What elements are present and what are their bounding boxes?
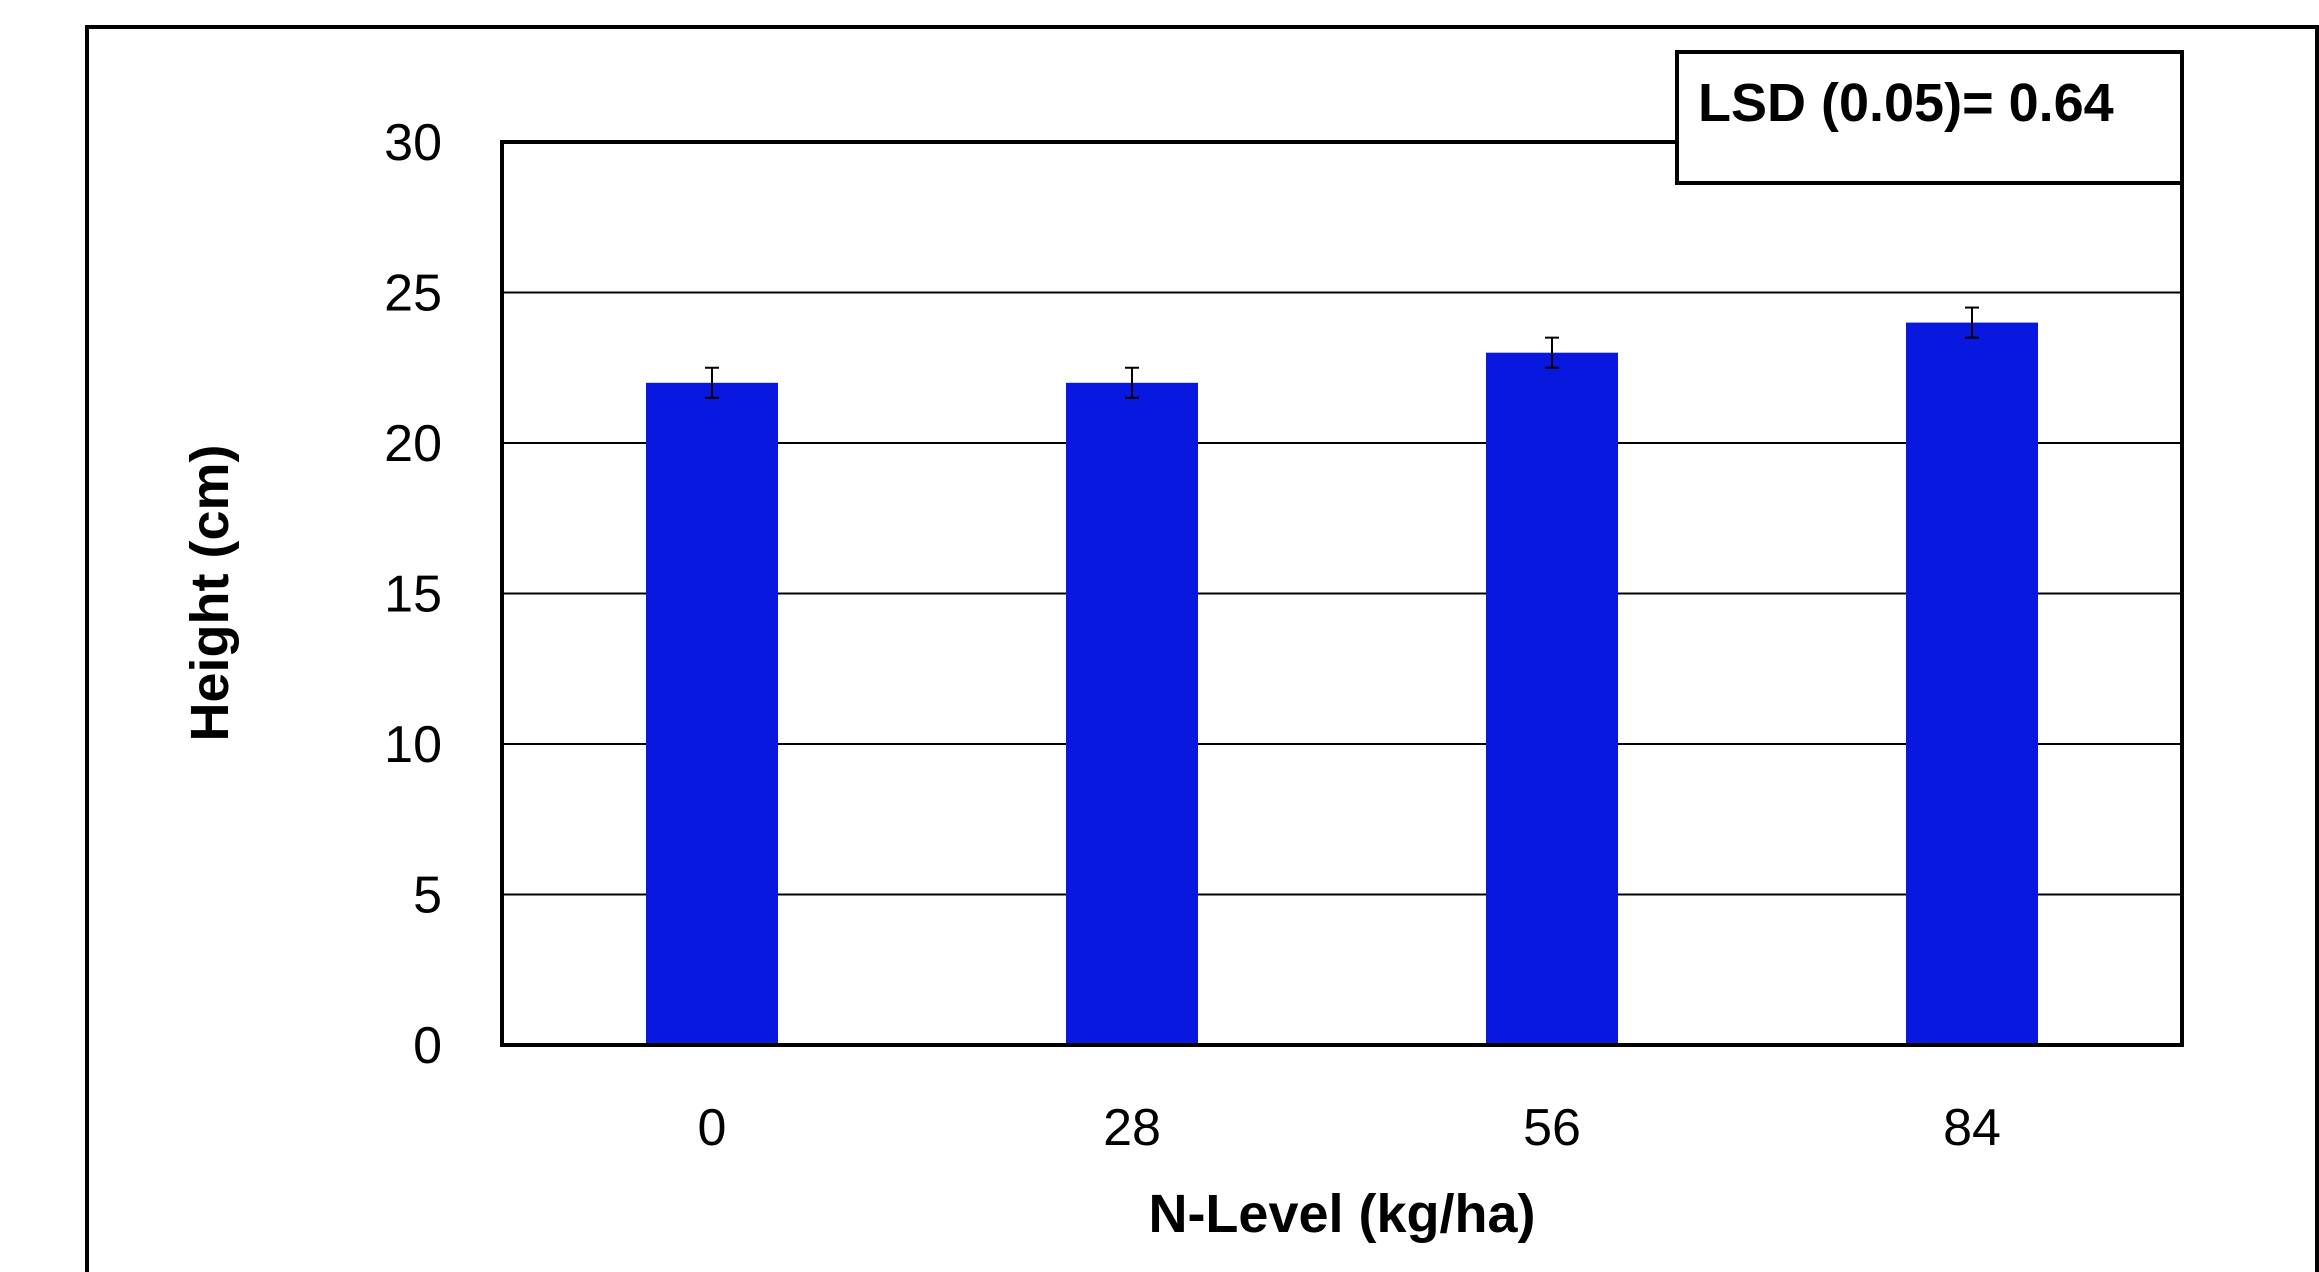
y-tick-label: 15 — [384, 566, 442, 624]
y-tick-label: 5 — [413, 867, 442, 925]
lsd-annotation-box: LSD (0.05)= 0.64 — [1675, 50, 2184, 185]
error-bar-56 — [1545, 336, 1559, 369]
bar-56 — [1486, 352, 1618, 1045]
x-axis-title: N-Level (kg/ha) — [1148, 1184, 1535, 1244]
error-bar-0 — [705, 366, 719, 399]
y-tick-label: 0 — [413, 1017, 442, 1075]
y-tick-label: 20 — [384, 415, 442, 473]
lsd-annotation: LSD (0.05)= 0.64 — [1698, 73, 2114, 133]
bar-28 — [1066, 382, 1198, 1045]
y-tick-label: 10 — [384, 716, 442, 774]
gridlines — [502, 291, 2182, 896]
plot-area-border — [500, 140, 2184, 1047]
error-bars — [705, 306, 1979, 399]
x-axis-ticks: 0 28 56 84 — [698, 1099, 2001, 1157]
y-axis-title: Height (cm) — [180, 445, 240, 742]
x-tick-label: 0 — [698, 1099, 727, 1157]
x-tick-label: 56 — [1523, 1099, 1581, 1157]
annotation-border — [1675, 50, 2184, 185]
error-bar-28 — [1125, 366, 1139, 399]
bar-84 — [1906, 322, 2038, 1046]
bar-0 — [646, 382, 778, 1045]
bars — [646, 322, 2038, 1046]
y-axis-ticks: 0 5 10 15 20 25 30 — [384, 114, 442, 1075]
chart-frame — [85, 25, 2319, 1272]
x-tick-label: 84 — [1943, 1099, 2001, 1157]
x-tick-label: 28 — [1103, 1099, 1161, 1157]
y-tick-label: 25 — [384, 265, 442, 323]
y-tick-label: 30 — [384, 114, 442, 172]
error-bar-84 — [1965, 306, 1979, 339]
